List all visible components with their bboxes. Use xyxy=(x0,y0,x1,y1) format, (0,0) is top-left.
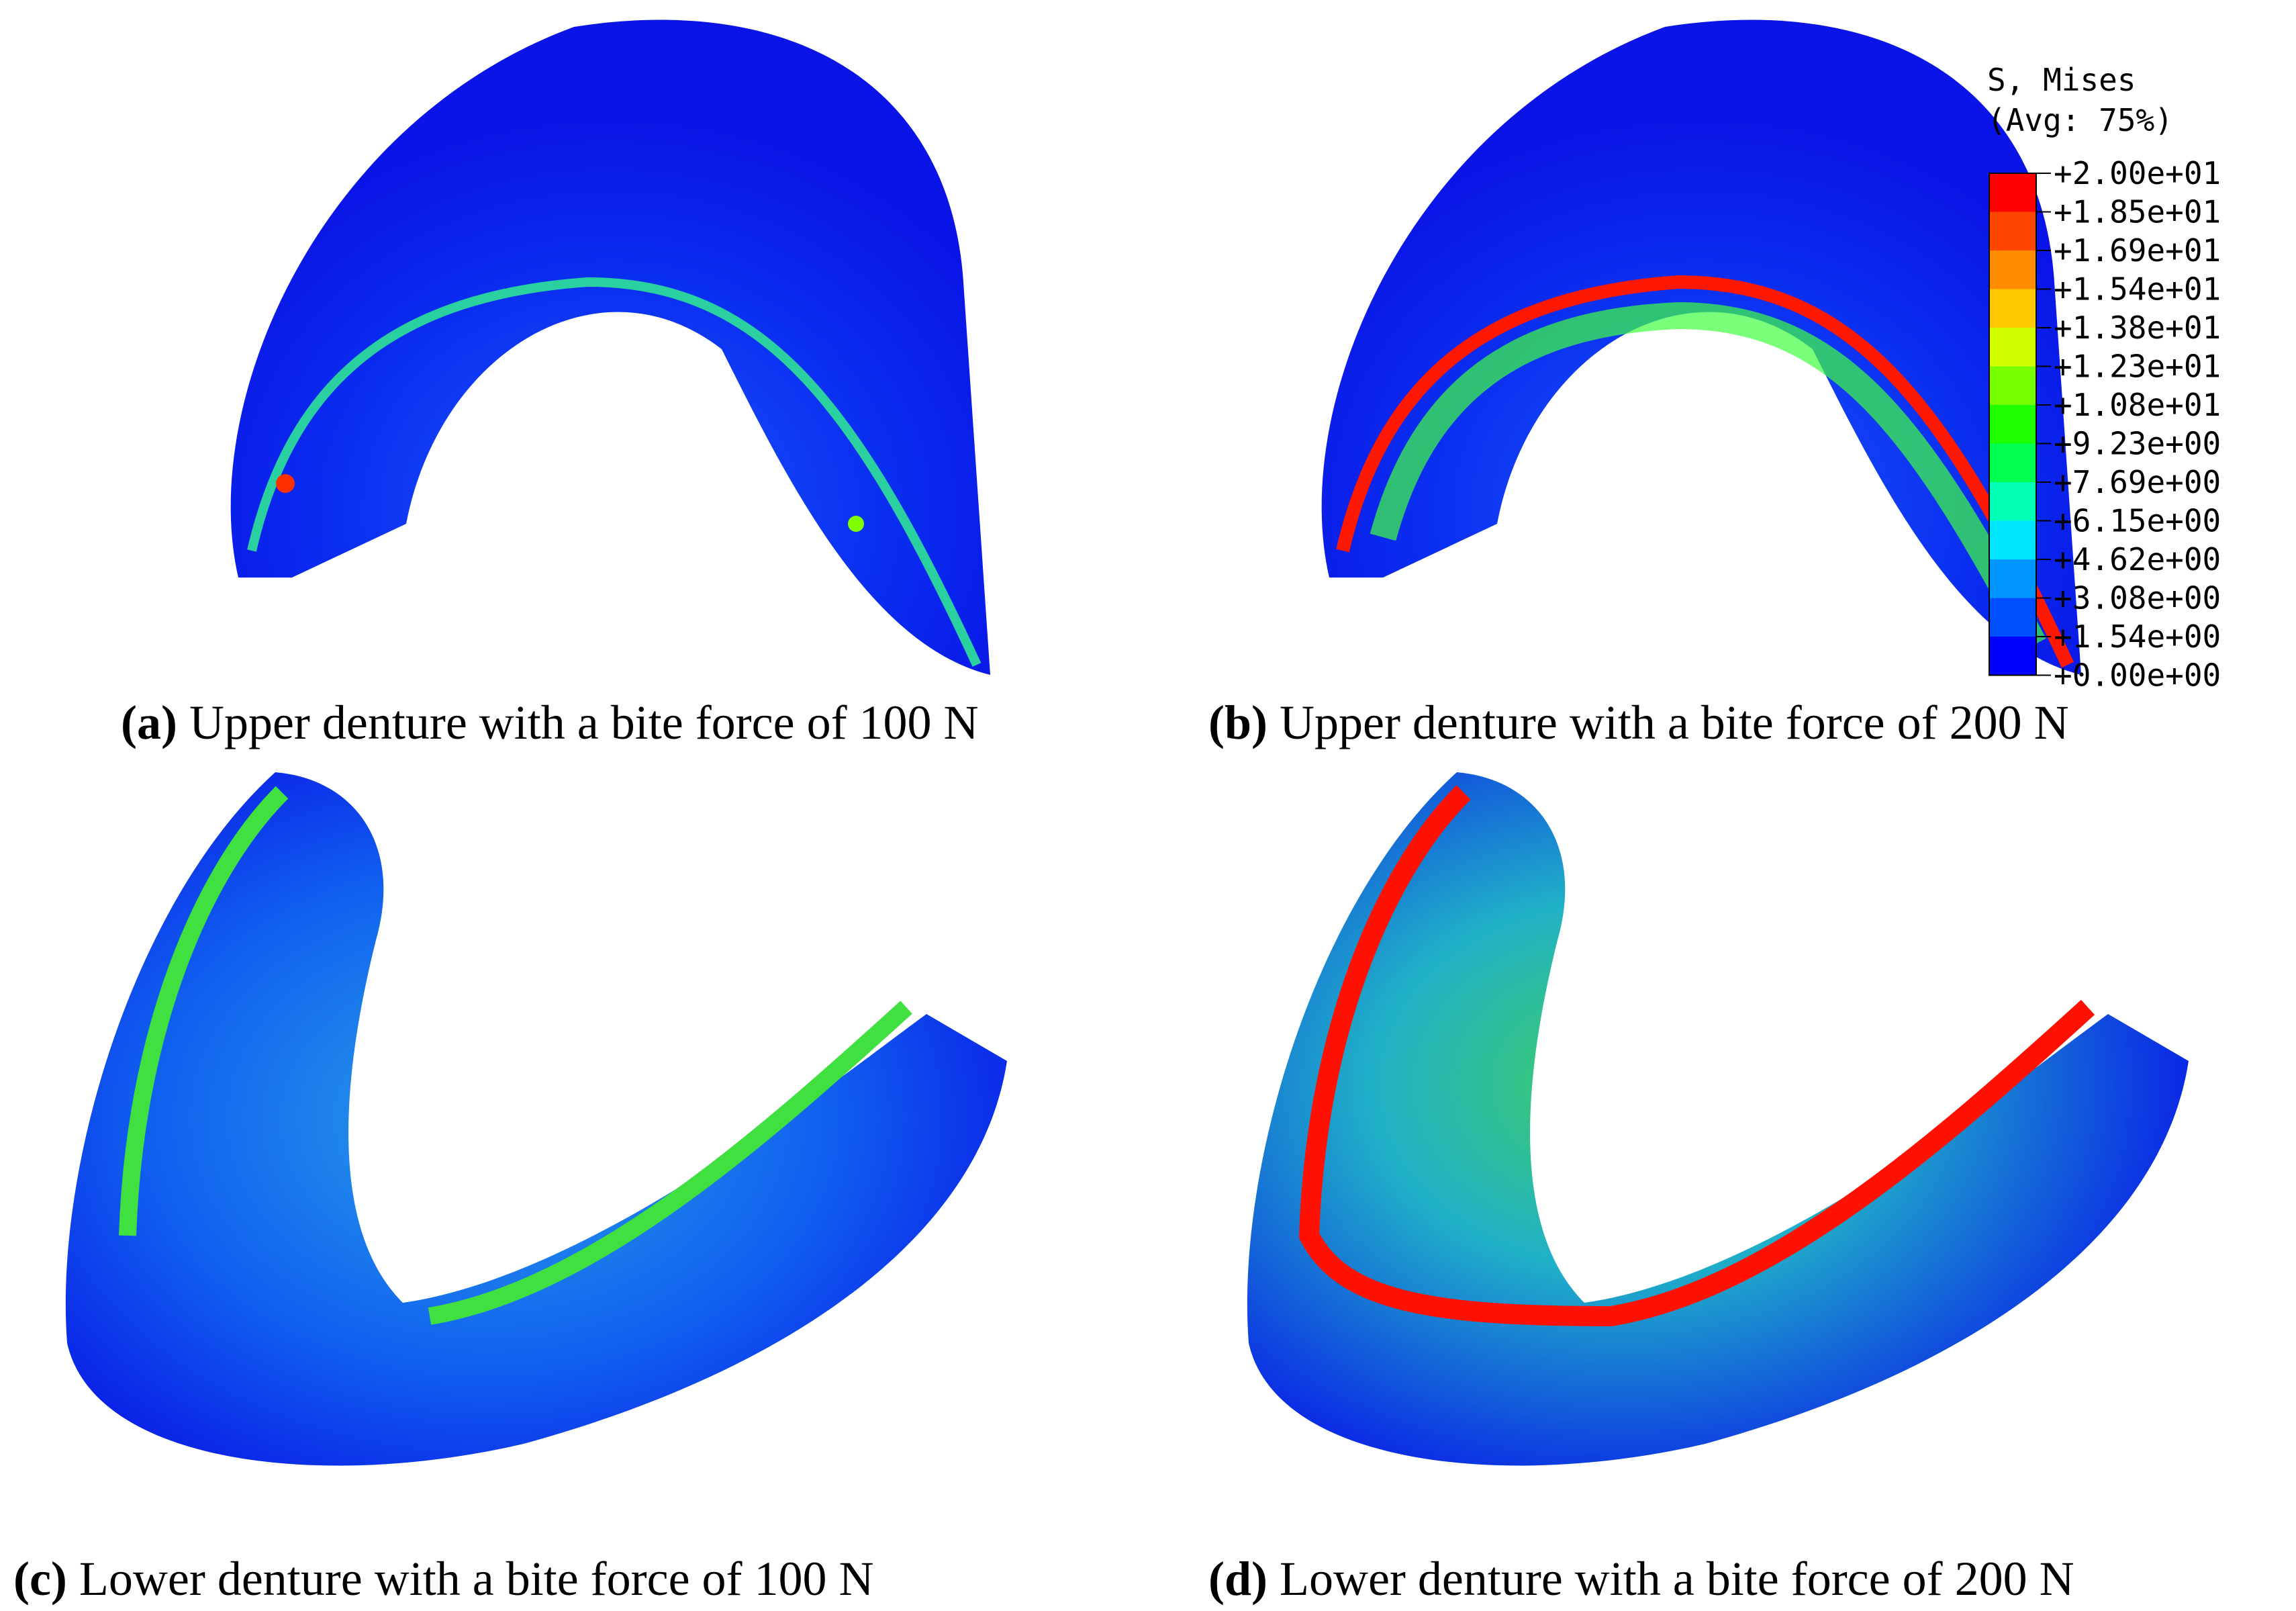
legend-swatch xyxy=(1989,366,2036,405)
legend-swatch xyxy=(1989,212,2036,250)
legend-tick-label: +3.08e+00 xyxy=(2054,580,2221,616)
legend-swatch xyxy=(1989,637,2036,676)
legend-swatch xyxy=(1989,289,2036,328)
legend-tick-label: +0.00e+00 xyxy=(2054,657,2221,694)
legend-bars: +2.00e+01+1.85e+01+1.69e+01+1.54e+01+1.3… xyxy=(1989,155,2221,694)
legend-swatch xyxy=(1989,173,2036,212)
fea-image xyxy=(1247,772,2189,1466)
legend-tick-label: +1.69e+01 xyxy=(2054,232,2221,269)
caption-label: (a) xyxy=(121,696,177,749)
legend-frame xyxy=(1989,173,2037,676)
legend-tick-label: +9.23e+00 xyxy=(2054,426,2221,462)
fea-image xyxy=(230,19,990,675)
caption: (b) Upper denture with a bite force of 2… xyxy=(1208,696,2069,749)
legend-swatch xyxy=(1989,405,2036,444)
caption: (c) Lower denture with a bite force of 1… xyxy=(13,1552,874,1606)
legend-tick-label: +1.38e+01 xyxy=(2054,310,2221,346)
legend: S, Mises (Avg: 75%) +2.00e+01+1.85e+01+1… xyxy=(1987,62,2221,694)
caption: (a) Upper denture with a bite force of 1… xyxy=(121,696,979,749)
legend-swatch xyxy=(1989,443,2036,482)
legend-swatch xyxy=(1989,520,2036,559)
legend-swatch xyxy=(1989,328,2036,367)
caption-label: (c) xyxy=(13,1552,67,1606)
legend-subtitle: (Avg: 75%) xyxy=(1987,102,2173,138)
legend-tick-label: +1.54e+00 xyxy=(2054,618,2221,655)
legend-tick-label: +1.85e+01 xyxy=(2054,194,2221,230)
caption-label: (d) xyxy=(1208,1552,1267,1606)
legend-swatch xyxy=(1989,482,2036,521)
legend-tick-label: +6.15e+00 xyxy=(2054,503,2221,539)
caption: (d) Lower denture with a bite force of 2… xyxy=(1208,1552,2074,1606)
fea-image xyxy=(1321,19,2081,675)
legend-tick-label: +2.00e+01 xyxy=(2054,155,2221,191)
caption-label: (b) xyxy=(1208,696,1267,749)
fea-image xyxy=(65,772,1007,1466)
caption-text: Upper denture with a bite force of 100 N xyxy=(189,696,979,749)
legend-tick-label: +1.08e+01 xyxy=(2054,387,2221,423)
legend-tick-label: +1.54e+01 xyxy=(2054,271,2221,308)
legend-tick-label: +1.23e+01 xyxy=(2054,349,2221,385)
legend-title: S, Mises xyxy=(1987,62,2136,98)
legend-tick-label: +4.62e+00 xyxy=(2054,541,2221,578)
caption-text: Lower denture with a bite force of 200 N xyxy=(1280,1552,2074,1606)
legend-swatch xyxy=(1989,559,2036,598)
legend-swatch xyxy=(1989,250,2036,289)
legend-swatch xyxy=(1989,598,2036,637)
caption-text: Lower denture with a bite force of 100 N xyxy=(79,1552,874,1606)
caption-text: Upper denture with a bite force of 200 N xyxy=(1280,696,2069,749)
legend-tick-label: +7.69e+00 xyxy=(2054,464,2221,500)
